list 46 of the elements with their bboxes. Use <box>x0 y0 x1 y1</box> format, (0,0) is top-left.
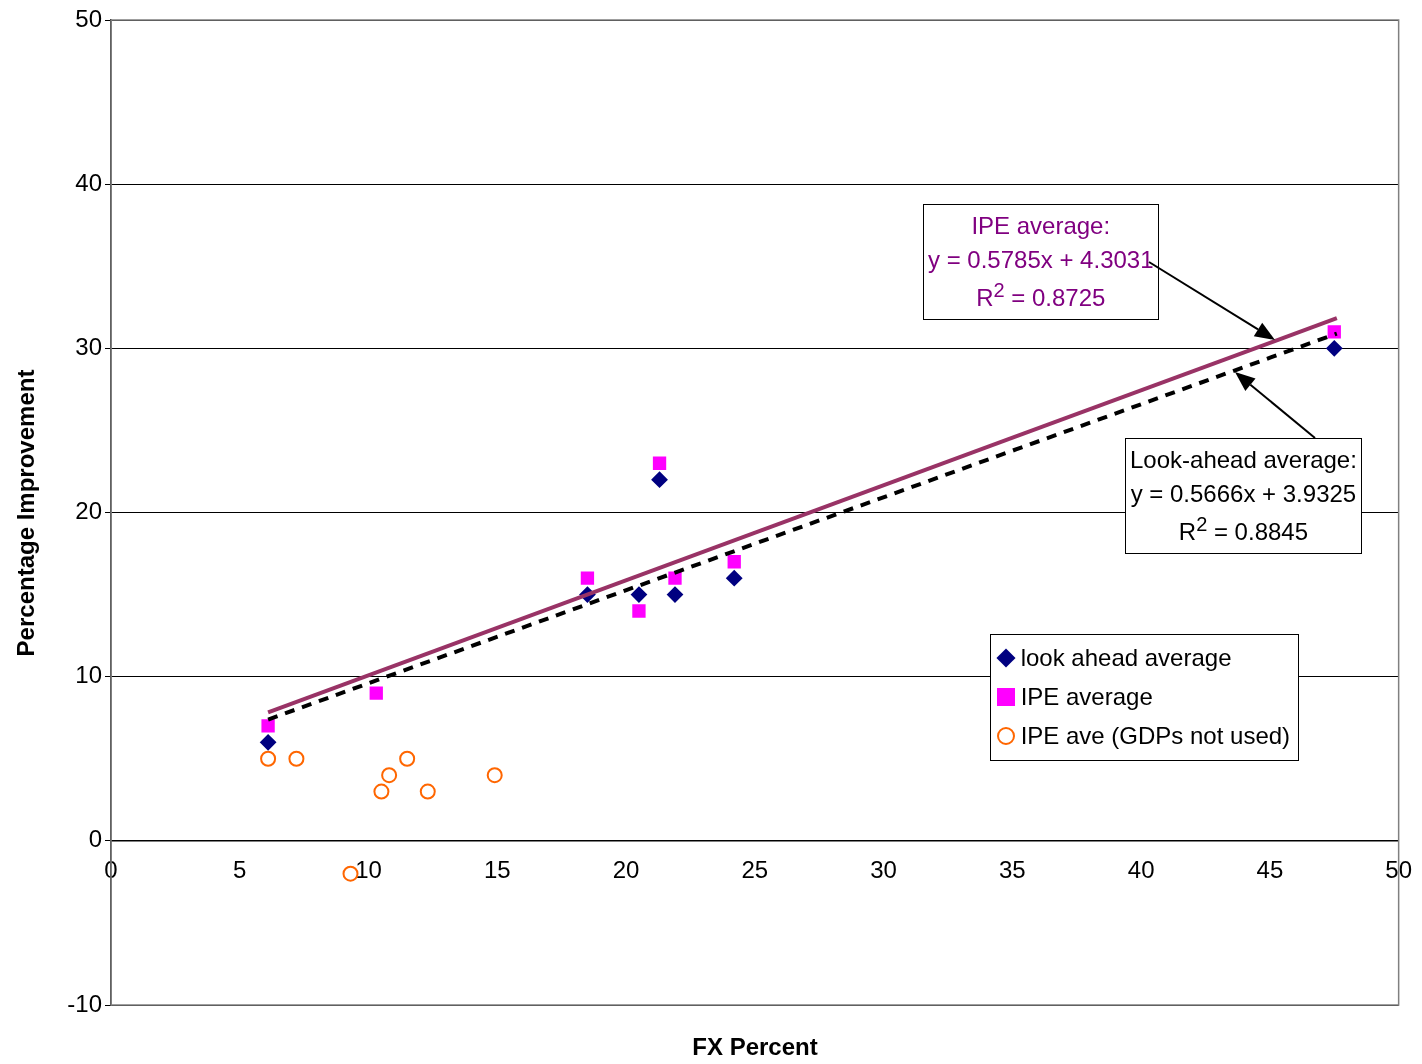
x-axis-title: FX Percent <box>692 1033 818 1061</box>
x-tick-label: 35 <box>999 855 1026 883</box>
point <box>727 555 741 569</box>
x-tick-label: 25 <box>741 855 769 883</box>
point <box>1327 325 1341 339</box>
point <box>580 571 595 585</box>
point <box>630 586 647 603</box>
point <box>369 686 383 700</box>
x-tick-label: 40 <box>1127 855 1155 883</box>
point <box>399 750 416 767</box>
point <box>373 783 390 800</box>
point <box>666 586 683 603</box>
y-axis-title: Percentage Improvement <box>11 369 40 656</box>
point <box>486 767 503 784</box>
y-tick-label: -10 <box>67 989 102 1017</box>
point <box>652 456 667 470</box>
legend-label: IPE ave (GDPs not used) <box>1020 722 1291 751</box>
point <box>419 783 436 800</box>
x-tick-label: 15 <box>483 855 511 883</box>
y-tick-label: 40 <box>75 168 102 196</box>
y-tick-label: 10 <box>75 661 102 689</box>
x-tick-label: 10 <box>355 855 382 883</box>
y-tick-label: 0 <box>88 825 102 853</box>
x-tick-label: 20 <box>612 855 640 883</box>
point <box>632 604 646 618</box>
legend-label: look ahead average <box>1020 644 1232 673</box>
point <box>261 719 275 733</box>
point <box>668 571 682 585</box>
annotation: IPE average: y = 0.5785x + 4.3031 R$^{2}$ = 0.8725 <box>923 204 1159 320</box>
legend-label: IPE average <box>1020 683 1153 712</box>
point <box>1326 340 1343 357</box>
point <box>726 570 743 587</box>
y-tick-label: 20 <box>75 497 102 525</box>
y-tick-label: 50 <box>75 4 102 32</box>
point <box>381 767 398 784</box>
y-tick-label: 30 <box>75 332 102 360</box>
x-tick-label: 45 <box>1256 855 1284 883</box>
point <box>342 865 359 882</box>
annotation: Look-ahead average: y = 0.5666x + 3.9325 R$^{2}$ = 0.8845 <box>1125 438 1362 554</box>
point <box>651 471 668 488</box>
point <box>260 750 277 767</box>
x-tick-label: 5 <box>233 855 247 883</box>
point <box>260 734 277 751</box>
x-tick-label: 50 <box>1385 855 1412 883</box>
point <box>288 750 305 767</box>
x-tick-label: 30 <box>870 855 897 883</box>
